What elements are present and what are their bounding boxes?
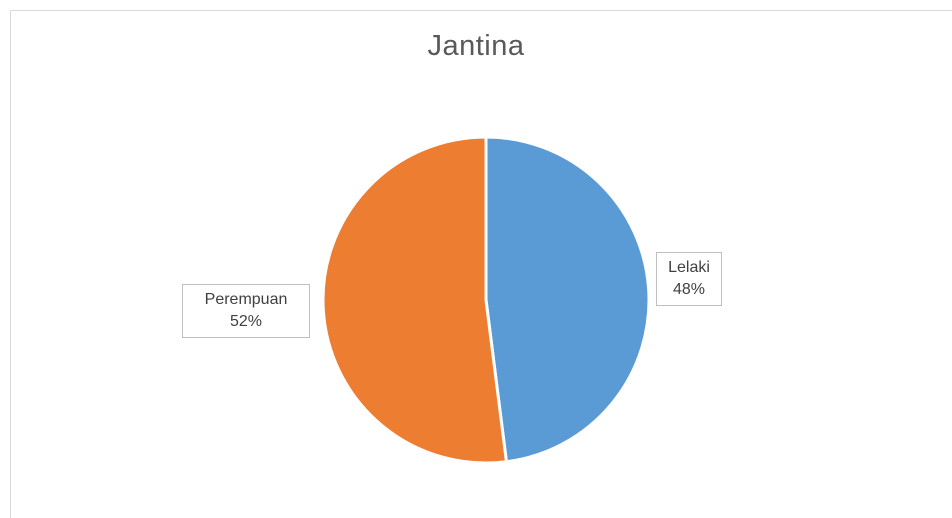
chart-title: Jantina bbox=[427, 30, 525, 62]
pie-slice-lelaki bbox=[484, 135, 651, 464]
data-label-lelaki: Lelaki 48% bbox=[656, 252, 722, 306]
data-label-perempuan-value: 52% bbox=[229, 313, 263, 330]
data-label-perempuan-category: Perempuan bbox=[204, 291, 288, 308]
data-label-lelaki-category: Lelaki bbox=[668, 259, 710, 276]
data-label-lelaki-value: 48% bbox=[672, 281, 706, 298]
pie-slice-perempuan bbox=[321, 135, 508, 465]
data-label-perempuan: Perempuan 52% bbox=[182, 284, 310, 338]
